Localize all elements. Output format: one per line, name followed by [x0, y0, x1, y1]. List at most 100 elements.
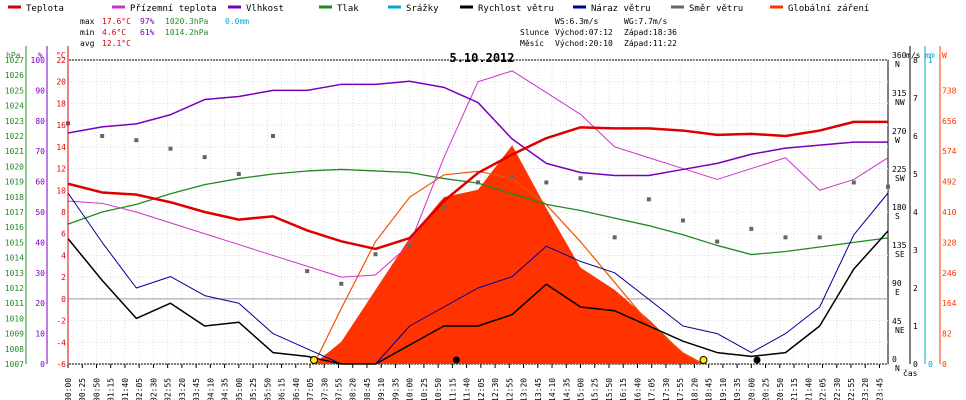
x-tick-label: 12:55 — [505, 378, 514, 400]
hpa-tick: 1012 — [5, 284, 24, 293]
x-tick-label: 13:45 — [534, 378, 543, 400]
sunrise-marker — [310, 356, 318, 364]
ms-tick: 8 — [913, 56, 918, 65]
x-tick-label: 02:30 — [149, 378, 158, 400]
wind-direction-point — [681, 218, 685, 223]
w-tick: 492 — [942, 178, 957, 187]
hpa-tick: 1014 — [5, 254, 24, 263]
hpa-tick: 1020 — [5, 162, 24, 171]
hpa-tick: 1009 — [5, 330, 24, 339]
x-tick-label: 04:35 — [221, 378, 230, 400]
temperature-line — [67, 120, 888, 251]
x-tick-label: 09:10 — [377, 378, 386, 400]
wind-direction-point — [339, 281, 344, 286]
series-lines — [66, 70, 890, 365]
x-tick-label: 00:25 — [78, 378, 87, 400]
legend-label: Rychlost větru — [478, 4, 554, 14]
w-tick: 738 — [942, 86, 957, 95]
temp-tick: -4 — [56, 338, 66, 347]
temp-tick: 2 — [61, 273, 66, 282]
dir-tick: 180 — [892, 203, 907, 212]
hpa-tick: 1019 — [5, 178, 24, 187]
ms-tick: 4 — [913, 208, 918, 217]
legend-label: Přízemní teplota — [130, 4, 217, 14]
x-tick-label: 02:05 — [135, 378, 144, 400]
dir-tick: 270 — [892, 127, 907, 136]
x-tick-label: 14:10 — [548, 378, 557, 400]
x-tick-label: 00:00 — [64, 378, 73, 400]
legend-label: Globální záření — [788, 4, 869, 14]
wind-gust-line — [67, 192, 889, 365]
wind-direction-point — [646, 197, 651, 202]
temp-tick: 20 — [56, 78, 66, 87]
x-tick-label: 12:30 — [491, 378, 500, 400]
wind-direction-point — [373, 252, 378, 257]
moon-label: Měsíc — [520, 39, 544, 48]
x-tick-label: 23:20 — [861, 378, 870, 400]
x-tick-label: 00:50 — [92, 378, 101, 400]
ms-tick: 5 — [913, 170, 918, 179]
wind-direction-point — [612, 235, 617, 240]
x-tick-label: 15:50 — [605, 378, 614, 400]
hpa-tick: 1016 — [5, 223, 24, 232]
stats-label: avg — [80, 39, 95, 48]
legend-label: Tlak — [337, 4, 359, 14]
x-tick-label: 19:10 — [719, 378, 728, 400]
pct-tick: 0 — [40, 360, 45, 369]
legend-label: Směr větru — [689, 4, 743, 14]
dir-tick: 315 — [892, 89, 907, 98]
pct-tick: 80 — [35, 117, 45, 126]
x-tick-label: 21:40 — [804, 378, 813, 400]
wind-direction-point — [100, 134, 105, 138]
x-tick-label: 20:00 — [747, 378, 756, 400]
hpa-tick: 1025 — [5, 86, 24, 95]
temp-tick: 16 — [56, 121, 66, 130]
dir-tick: 90 — [892, 279, 902, 288]
hpa-tick: 1024 — [5, 102, 24, 111]
temp-tick: 0 — [61, 295, 66, 304]
temp-tick: 4 — [61, 251, 66, 260]
temp-tick: 22 — [56, 56, 66, 65]
hpa-tick: 1026 — [5, 71, 24, 80]
wind-direction-point — [510, 174, 515, 179]
dir-tick-compass: S — [895, 212, 900, 221]
ms-tick: 6 — [913, 132, 918, 141]
humidity-line — [67, 80, 888, 177]
wind-direction-point — [851, 180, 856, 185]
x-tick-label: 17:30 — [662, 378, 671, 400]
wind-direction-point — [271, 134, 275, 138]
pct-tick: 70 — [35, 147, 45, 156]
hpa-tick: 1022 — [5, 132, 24, 141]
pct-tick: 60 — [35, 178, 45, 187]
temp-tick: 6 — [61, 230, 66, 239]
moonrise-marker — [753, 356, 761, 364]
x-tick-label: 03:45 — [192, 378, 201, 400]
hpa-tick: 1015 — [5, 238, 24, 247]
wind-direction-point — [544, 180, 549, 185]
hpa-tick: 1018 — [5, 193, 24, 202]
x-tick-label: 20:25 — [762, 378, 771, 400]
w-tick: 574 — [942, 147, 957, 156]
dir-tick-compass: N — [895, 60, 900, 69]
pct-tick: 40 — [35, 238, 45, 247]
pct-tick: 10 — [35, 330, 45, 339]
x-tick-label: 02:55 — [164, 378, 173, 400]
dir-tick-compass: SE — [895, 250, 905, 259]
x-tick-label: 12:05 — [477, 378, 486, 400]
x-tick-label: 10:50 — [434, 378, 443, 400]
x-tick-label: 10:00 — [406, 378, 415, 400]
x-tick-label: 06:15 — [278, 378, 287, 400]
x-tick-label: 09:35 — [391, 378, 400, 400]
stats-block: max 17.6°C 97% 1020.3hPa 0.0mm min 4.6°C 61% 101… — [80, 17, 249, 48]
wind-direction-point — [476, 180, 480, 185]
x-tick-label: 10:25 — [420, 378, 429, 400]
hpa-tick: 1008 — [5, 345, 24, 354]
w-tick: 656 — [942, 117, 957, 126]
stats-rain: 0.0mm — [225, 17, 249, 26]
x-tick-label: 07:30 — [320, 378, 329, 400]
x-tick-label: 22:55 — [847, 378, 856, 400]
temp-tick: 18 — [56, 99, 66, 108]
w-tick: 410 — [942, 208, 957, 217]
dir-tick-compass: W — [895, 136, 900, 145]
wind-direction-point — [441, 205, 446, 210]
